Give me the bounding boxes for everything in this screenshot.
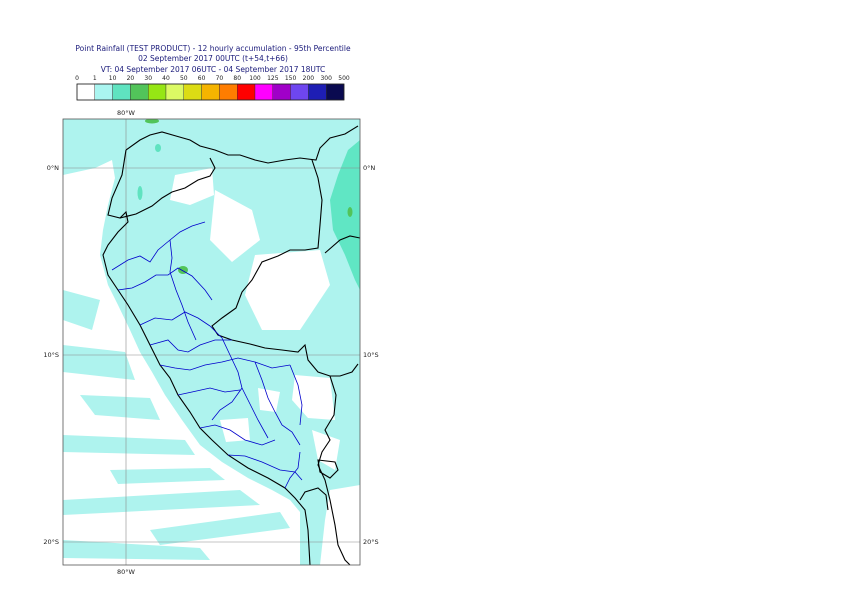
dry-inland-patches — [170, 168, 360, 565]
legend-tick-label: 30 — [144, 75, 152, 82]
ocean-rain-streaks — [63, 290, 290, 560]
legend-tick-label: 50 — [180, 75, 188, 82]
legend-tick-label: 200 — [303, 75, 315, 82]
legend-tick-label: 10 — [109, 75, 117, 82]
regional-borders — [111, 221, 303, 489]
map-frame — [62, 118, 361, 566]
legend-tick-label: 125 — [267, 75, 279, 82]
legend-tick-label: 1 — [93, 75, 97, 82]
color-legend: 0 1 10 20 30 40 50 60 70 80 100 125 150 200 300 500 — [75, 75, 350, 101]
lat-label-0-right: 0°N — [363, 164, 375, 172]
title-line-1: Point Rainfall (TEST PRODUCT) - 12 hourl… — [75, 44, 351, 53]
legend-tick-label: 300 — [320, 75, 332, 82]
heavier-rain-spots — [137, 119, 353, 274]
lon-label-top: 80°W — [117, 109, 136, 117]
legend-tick-label: 150 — [285, 75, 297, 82]
legend-tick-label: 100 — [249, 75, 261, 82]
lat-label-10-left: 10°S — [43, 351, 59, 359]
legend-tick-label: 40 — [162, 75, 170, 82]
legend-frame — [76, 83, 345, 101]
graticule — [63, 119, 360, 565]
legend-tick-label: 500 — [338, 75, 350, 82]
legend-tick-label: 0 — [75, 75, 79, 82]
lat-label-20-left: 20°S — [43, 538, 59, 546]
lat-label-0-left: 0°N — [47, 164, 59, 172]
legend-tick-label: 80 — [233, 75, 241, 82]
legend-tick-label: 60 — [198, 75, 206, 82]
title-line-2: 02 September 2017 00UTC (t+54,t+66) — [138, 54, 288, 63]
legend-tick-label: 20 — [127, 75, 135, 82]
legend-tick-label: 70 — [216, 75, 224, 82]
dry-offshore-patch — [63, 160, 300, 565]
lon-label-bottom: 80°W — [117, 568, 136, 576]
lat-label-10-right: 10°S — [363, 351, 379, 359]
title-line-3: VT: 04 September 2017 06UTC - 04 Septemb… — [100, 65, 326, 74]
lat-label-20-right: 20°S — [363, 538, 379, 546]
